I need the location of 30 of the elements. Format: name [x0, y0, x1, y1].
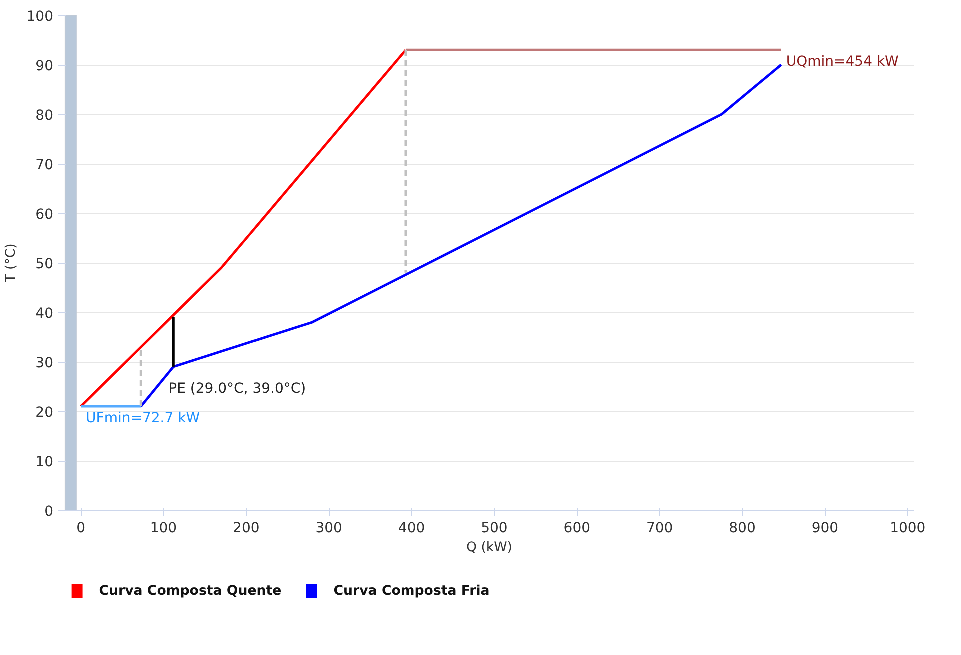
y-tick-label: 10	[36, 454, 54, 470]
y-tick-label: 40	[36, 306, 54, 322]
x-tick-label: 400	[398, 520, 426, 536]
y-tick-label: 80	[36, 108, 54, 124]
x-tick-label: 300	[316, 520, 342, 536]
y-tick-label: 90	[36, 58, 54, 74]
x-tick-label: 1000	[890, 520, 926, 536]
y-tick-label: 30	[36, 356, 54, 372]
x-tick-label: 200	[233, 520, 260, 536]
annotation: PE (29.0°C, 39.0°C)	[168, 380, 306, 397]
y-axis-title: T (°C)	[4, 244, 19, 284]
legend-label: Curva Composta Fria	[334, 584, 490, 599]
x-tick-label: 900	[812, 520, 839, 536]
annotation: UFmin=72.7 kW	[86, 410, 200, 427]
x-tick-label: 500	[481, 520, 508, 536]
y-tick-label: 70	[36, 158, 54, 174]
x-tick-label: 700	[646, 520, 674, 536]
y-tick-label: 0	[44, 504, 54, 520]
line-series	[140, 64, 783, 408]
x-tick-label: 600	[564, 520, 591, 536]
y-tick-label: 60	[36, 207, 54, 223]
x-tick-label: 0	[76, 520, 86, 536]
y-tick-label: 20	[36, 405, 54, 421]
annotation: UQmin=454 kW	[786, 54, 900, 70]
x-tick-label: 100	[150, 520, 178, 536]
y-tick-label: 100	[26, 9, 54, 25]
y-tick-label: 50	[36, 256, 54, 272]
legend-label: Curva Composta Quente	[99, 584, 282, 599]
x-tick-label: 800	[729, 520, 756, 536]
x-axis-title: Q (kW)	[466, 540, 513, 556]
